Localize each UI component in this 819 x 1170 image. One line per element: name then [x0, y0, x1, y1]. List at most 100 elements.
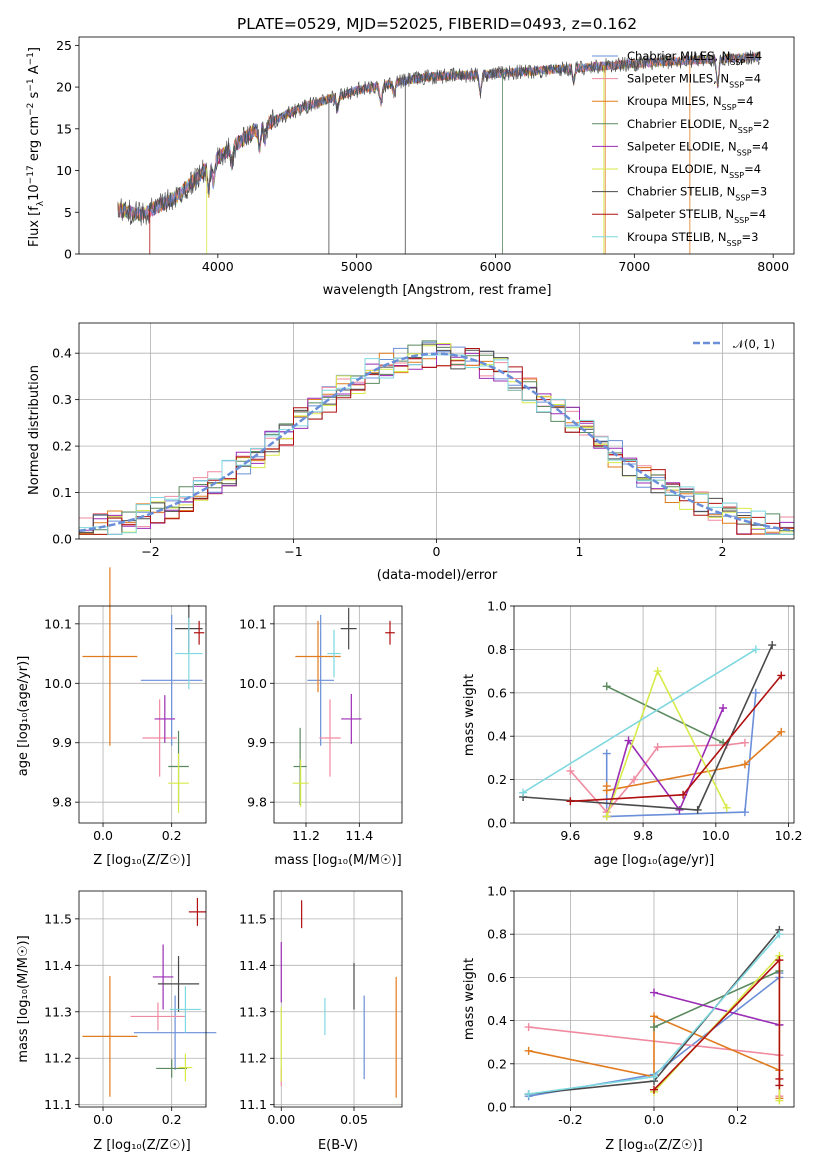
y-tick-label: 0.8 — [487, 642, 507, 657]
y-tick-label: 0.4 — [487, 1013, 507, 1028]
y-tick-label: 0.6 — [487, 970, 507, 985]
y-tick-label: 11.2 — [44, 1051, 72, 1066]
mass-weight-vs-metallicity-plot-area: -0.2 0.0 0.2 0.0 0.2 0.4 0.6 0.8 1.0 — [487, 884, 795, 1127]
legend-label-kroupa-stelib: Kroupa STELIB, NSSP=3 — [627, 230, 758, 248]
x-tick-label: 10.2 — [775, 828, 803, 843]
axes-frame — [78, 890, 207, 1108]
series-line-salpeter-elodie — [653, 991, 780, 1026]
point-marker-salpeter-elodie — [624, 736, 633, 745]
histogram-x-label: (data-model)/error — [377, 568, 498, 583]
normal-reference-curve — [79, 352, 794, 533]
x-tick-label: 0.0 — [93, 828, 113, 843]
y-tick-label: 10 — [56, 163, 72, 178]
histogram-kroupa-stelib — [79, 354, 794, 535]
point-marker-chabrier-stelib — [693, 805, 702, 814]
mass-weight-vs-metallicity-panel: -0.2 0.0 0.2 0.0 0.2 0.4 0.6 0.8 1.0 Z [log₁₀(Z/… — [462, 884, 795, 1153]
y-tick-label: 0.4 — [487, 729, 507, 744]
point-marker-kroupa-elodie — [775, 1096, 784, 1105]
y-tick-label: 11.1 — [239, 1097, 267, 1112]
point-marker-chabrier-miles — [751, 688, 760, 697]
point-marker-kroupa-stelib — [775, 930, 784, 939]
point-marker-kroupa-stelib — [519, 788, 528, 797]
point-marker-salpeter-miles — [566, 766, 575, 775]
x-tick-label: 0.2 — [162, 1112, 182, 1127]
residual-histogram-panel: −2 −1 0 1 2 0.0 0.1 0.2 0.3 0.4 (data-model)/erro… — [27, 322, 795, 583]
mass-vs-extinction-plot-area: 0.00 0.05 11.1 11.2 11.3 11.4 11.5 — [239, 890, 403, 1127]
point-marker-chabrier-elodie — [602, 682, 611, 691]
point-marker-kroupa-stelib — [650, 1072, 658, 1081]
legend-label-salpeter-elodie: Salpeter ELODIE, NSSP=4 — [627, 139, 769, 157]
y-tick-label: 11.2 — [239, 1051, 267, 1066]
y-label-part: −1 — [26, 52, 36, 65]
y-tick-label: 10.0 — [44, 676, 72, 691]
axes-frame — [78, 605, 207, 824]
x-tick-label: 10.0 — [702, 828, 730, 843]
y-tick-label: 11.4 — [44, 958, 72, 973]
legend-label-kroupa-miles: Kroupa MILES, NSSP=4 — [627, 94, 753, 112]
y-label-part: A — [27, 65, 42, 78]
point-marker-salpeter-elodie — [650, 988, 658, 997]
age-vs-mass-panel: 11.2 11.4 9.8 9.9 10.0 10.1 mass [log₁₀(M/M☉)… — [239, 605, 403, 868]
y-tick-label: 5 — [64, 205, 72, 220]
y-label-part: erg cm — [27, 116, 42, 165]
mass-vs-metallicity-plot-area: 0.0 0.2 11.1 11.2 11.3 11.4 11.5 — [44, 890, 217, 1127]
y-label-part: −1 — [26, 78, 36, 91]
y-tick-label: 1.0 — [487, 884, 507, 899]
y-label-part: λ — [36, 200, 46, 206]
x-tick-label: −2 — [141, 544, 159, 559]
legend-label-salpeter-stelib: Salpeter STELIB, NSSP=4 — [627, 207, 766, 225]
y-tick-label: 0.8 — [487, 927, 507, 942]
y-label-part: −17 — [26, 165, 36, 184]
age-vs-metallicity-y-label: age [log₁₀(age/yr)] — [16, 656, 31, 777]
axes-frame — [78, 36, 795, 255]
x-tick-label: 4000 — [202, 259, 234, 274]
point-marker-salpeter-miles — [630, 775, 638, 784]
point-marker-salpeter-miles — [740, 738, 749, 747]
y-tick-label: 9.9 — [247, 735, 267, 750]
point-marker-salpeter-stelib — [566, 797, 575, 806]
point-marker-salpeter-elodie — [719, 703, 728, 712]
y-tick-label: 11.5 — [239, 911, 267, 926]
point-marker-kroupa-miles — [650, 1012, 658, 1021]
point-marker-salpeter-miles — [524, 1023, 533, 1032]
y-tick-label: 0.3 — [52, 392, 72, 407]
y-tick-label: 0.2 — [487, 772, 507, 787]
age-vs-metallicity-panel: 0.0 0.2 9.8 9.9 10.0 10.1 Z [log₁₀(Z/Z☉)] age… — [16, 567, 207, 868]
mass-weight-vs-age-y-label: mass weight — [462, 674, 477, 756]
y-tick-label: 0.2 — [487, 1056, 507, 1071]
point-marker-salpeter-stelib — [775, 956, 784, 965]
y-tick-label: 10.1 — [44, 616, 72, 631]
point-marker-kroupa-miles — [524, 1046, 533, 1055]
y-tick-label: 0.0 — [487, 1100, 507, 1115]
histogram-y-label: Normed distribution — [27, 365, 42, 495]
series-line-kroupa-stelib — [522, 648, 757, 794]
y-tick-label: 9.8 — [52, 795, 72, 810]
point-marker-kroupa-elodie — [722, 803, 731, 812]
y-tick-label: 0 — [64, 247, 72, 262]
y-tick-label: 9.9 — [52, 735, 72, 750]
y-tick-label: 10.0 — [239, 676, 267, 691]
legend-label-chabrier-elodie: Chabrier ELODIE, NSSP=2 — [627, 117, 770, 135]
age-vs-mass-plot-area: 11.2 11.4 9.8 9.9 10.0 10.1 — [239, 605, 403, 843]
y-tick-label: 11.5 — [44, 911, 72, 926]
y-tick-label: 9.8 — [247, 795, 267, 810]
point-marker-chabrier-stelib — [768, 641, 777, 650]
x-tick-label: 0.0 — [93, 1112, 113, 1127]
x-tick-label: 1 — [576, 544, 584, 559]
axes-frame — [273, 605, 403, 824]
point-marker-kroupa-miles — [740, 760, 749, 769]
x-tick-label: 0.2 — [162, 828, 182, 843]
point-marker-salpeter-stelib — [679, 790, 688, 799]
spectrum-panel: PLATE=0529, MJD=52025, FIBERID=0493, z=0… — [26, 15, 795, 298]
y-tick-label: 11.3 — [239, 1004, 267, 1019]
point-marker-kroupa-elodie — [653, 667, 662, 676]
spectrum-title: PLATE=0529, MJD=52025, FIBERID=0493, z=0… — [237, 15, 637, 33]
x-tick-label: 0.05 — [340, 1112, 368, 1127]
x-tick-label: 11.2 — [292, 828, 320, 843]
mass-weight-vs-metallicity-x-label: Z [log₁₀(Z/Z☉)] — [605, 1138, 702, 1153]
spectrum-plot-area: 4000 5000 6000 7000 8000 0 5 10 15 20 25 — [56, 36, 795, 274]
axes-frame — [273, 890, 403, 1108]
y-tick-label: 11.3 — [44, 1004, 72, 1019]
y-tick-label: 0.0 — [52, 532, 72, 547]
